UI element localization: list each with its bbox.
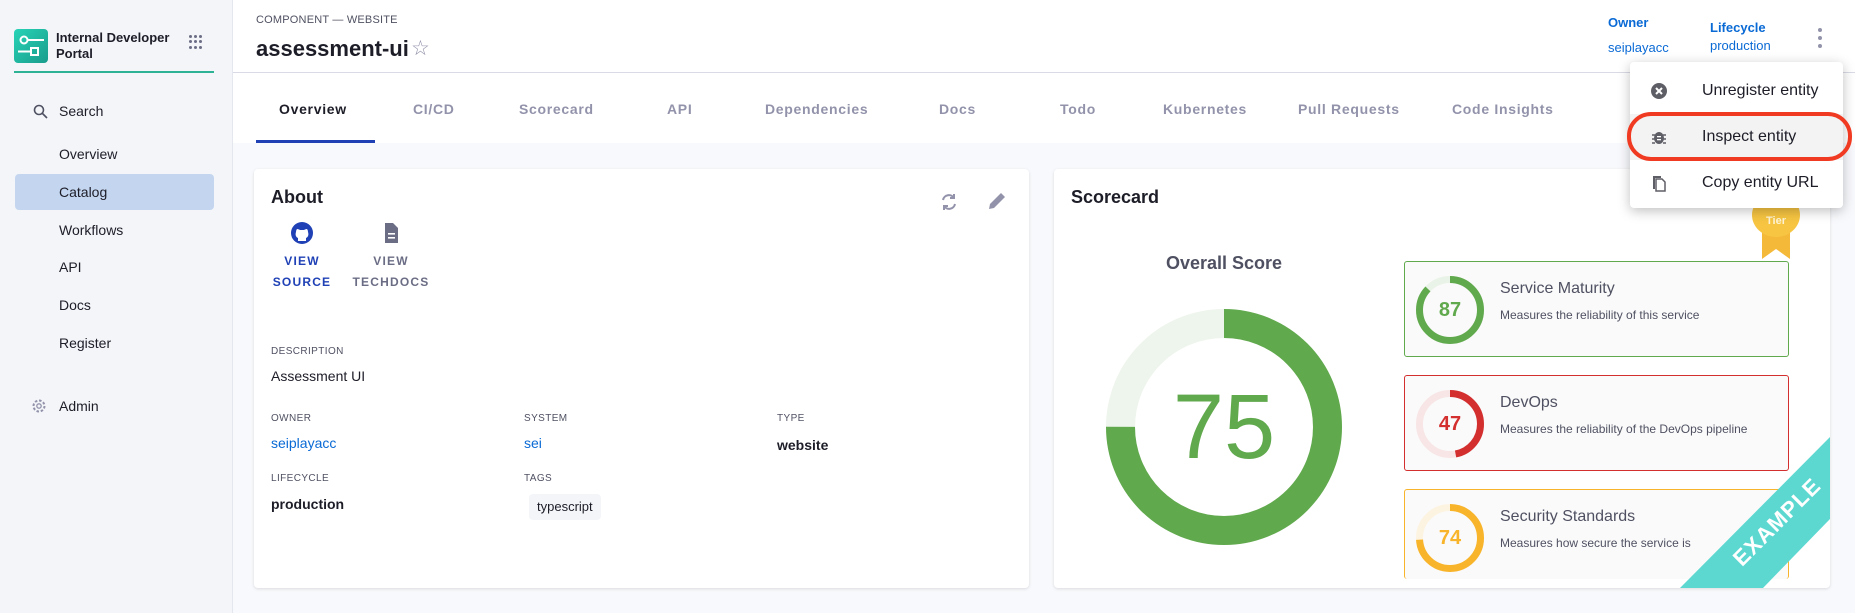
check-title: Security Standards	[1500, 508, 1636, 525]
highlight-outline	[1627, 112, 1852, 161]
view-techdocs-line2: TECHDOCS	[352, 275, 430, 289]
example-ribbon-band	[1680, 437, 1830, 588]
menu-label: Copy entity URL	[1702, 174, 1819, 191]
example-ribbon: EXAMPLE	[1680, 437, 1830, 588]
description-label: DESCRIPTION	[271, 346, 344, 357]
type-value: website	[777, 437, 829, 453]
check-score-donut	[1416, 504, 1484, 572]
menu-label: Unregister entity	[1702, 82, 1819, 99]
sidebar: Internal Developer Portal Search Overvie…	[0, 0, 233, 613]
lifecycle-field-value: production	[271, 496, 345, 512]
overall-score-label: Overall Score	[1165, 253, 1283, 273]
sidebar-item-api[interactable]: API	[59, 259, 82, 275]
admin-label: Admin	[59, 398, 99, 414]
tab-scorecard[interactable]: Scorecard	[519, 101, 594, 117]
scorecard-title: Scorecard	[1071, 187, 1160, 207]
tab-kubernetes[interactable]: Kubernetes	[1163, 101, 1248, 117]
check-arc	[1416, 504, 1484, 572]
tags-label: TAGS	[524, 473, 553, 484]
view-source-line2: SOURCE	[272, 275, 332, 289]
type-label: TYPE	[777, 413, 805, 424]
bug-icon	[1652, 132, 1666, 144]
tab-overview[interactable]: Overview	[279, 101, 347, 117]
check-arc	[1416, 390, 1484, 458]
portal-logo-icon	[14, 29, 48, 63]
check-title: DevOps	[1500, 394, 1558, 411]
check-description: Measures the reliability of this service	[1500, 308, 1700, 322]
sidebar-item-admin[interactable]: Admin	[15, 388, 214, 424]
tab-bar: Overview CI/CD Scorecard API Dependencie…	[233, 73, 1855, 143]
sidebar-item-overview[interactable]: Overview	[59, 146, 118, 162]
search-icon	[33, 104, 48, 119]
tab-dependencies[interactable]: Dependencies	[765, 101, 869, 117]
check-score-value: 47	[1438, 413, 1462, 435]
check-arc	[1416, 276, 1484, 344]
tab-todo[interactable]: Todo	[1060, 101, 1096, 117]
sidebar-item-catalog[interactable]: Catalog	[15, 174, 214, 210]
menu-item-copy-url[interactable]: Copy entity URL	[1630, 160, 1843, 206]
owner-field-label: OWNER	[271, 413, 312, 424]
sidebar-item-docs[interactable]: Docs	[59, 297, 91, 313]
sidebar-item-workflows[interactable]: Workflows	[59, 222, 124, 238]
sidebar-search[interactable]: Search	[15, 93, 214, 129]
copy-icon	[1653, 176, 1666, 192]
star-icon[interactable]: ☆	[411, 37, 430, 60]
about-card: About VIEW SOURCE VIEW TECHDOCS DESCRIPTIO…	[254, 169, 1029, 588]
check-description: Measures how secure the service is	[1500, 536, 1691, 550]
tab-docs[interactable]: Docs	[939, 101, 977, 117]
view-techdocs-line1: VIEW	[373, 254, 409, 268]
search-label: Search	[59, 103, 104, 119]
check-score-value: 87	[1438, 299, 1462, 321]
menu-label: Inspect entity	[1702, 128, 1797, 145]
cancel-icon	[1651, 83, 1667, 99]
score-check-card[interactable]: 47 DevOps Measures the reliability of the …	[1404, 375, 1789, 471]
edit-icon[interactable]	[986, 190, 1008, 212]
lifecycle-field-label: LIFECYCLE	[271, 473, 330, 484]
scorecard-card: Scorecard Overall Score 75 87 Service Mat…	[1054, 169, 1830, 588]
check-title: Service Maturity	[1500, 280, 1615, 297]
tag-chip[interactable]: typescript	[529, 494, 601, 520]
owner-field-link[interactable]: seiplayacc	[271, 435, 337, 451]
owner-link[interactable]: seiplayacc	[1608, 40, 1669, 55]
check-description: Measures the reliability of the DevOps p…	[1500, 422, 1748, 436]
brand-name: Internal Developer Portal	[56, 30, 170, 61]
view-source-line1: VIEW	[284, 254, 320, 268]
description-value: Assessment UI	[271, 368, 366, 384]
active-tab-indicator	[256, 140, 375, 143]
tab-pull-requests[interactable]: Pull Requests	[1298, 101, 1400, 117]
entity-kind: COMPONENT — WEBSITE	[256, 14, 398, 26]
system-label: SYSTEM	[524, 413, 568, 424]
document-icon	[385, 223, 398, 243]
more-options-icon[interactable]	[1815, 27, 1825, 49]
owner-label: Owner	[1608, 15, 1649, 30]
menu-item-unregister[interactable]: Unregister entity	[1630, 68, 1843, 114]
overall-score-donut	[1106, 309, 1342, 545]
entity-context-menu: Unregister entity Inspect entity Copy en…	[1630, 62, 1843, 208]
lifecycle-label: Lifecycle	[1710, 20, 1766, 35]
overall-arc	[1106, 309, 1342, 545]
sidebar-item-register[interactable]: Register	[59, 335, 112, 351]
github-icon	[291, 222, 313, 244]
tab-ci-cd[interactable]: CI/CD	[413, 101, 455, 117]
gear-icon	[32, 399, 46, 413]
system-link[interactable]: sei	[524, 435, 542, 451]
overall-score-value: 75	[1172, 376, 1276, 478]
about-title: About	[271, 187, 323, 207]
view-techdocs-button[interactable]: VIEW TECHDOCS	[347, 221, 435, 293]
tab-code-insights[interactable]: Code Insights	[1452, 101, 1554, 117]
lifecycle-value: production	[1710, 38, 1771, 53]
check-score-donut	[1416, 390, 1484, 458]
view-source-button[interactable]: VIEW SOURCE	[263, 221, 341, 293]
tab-api[interactable]: API	[667, 101, 693, 117]
check-score-donut	[1416, 276, 1484, 344]
app-grid-icon[interactable]	[189, 35, 203, 49]
refresh-icon[interactable]	[938, 191, 960, 213]
brand-divider	[14, 71, 214, 73]
score-check-card[interactable]: 87 Service Maturity Measures the reliabili…	[1404, 261, 1789, 357]
menu-item-inspect[interactable]: Inspect entity	[1630, 114, 1843, 160]
page-title: assessment-ui	[256, 36, 409, 61]
check-score-value: 74	[1438, 527, 1462, 549]
entity-header: COMPONENT — WEBSITE assessment-ui ☆ Owne…	[233, 0, 1855, 73]
